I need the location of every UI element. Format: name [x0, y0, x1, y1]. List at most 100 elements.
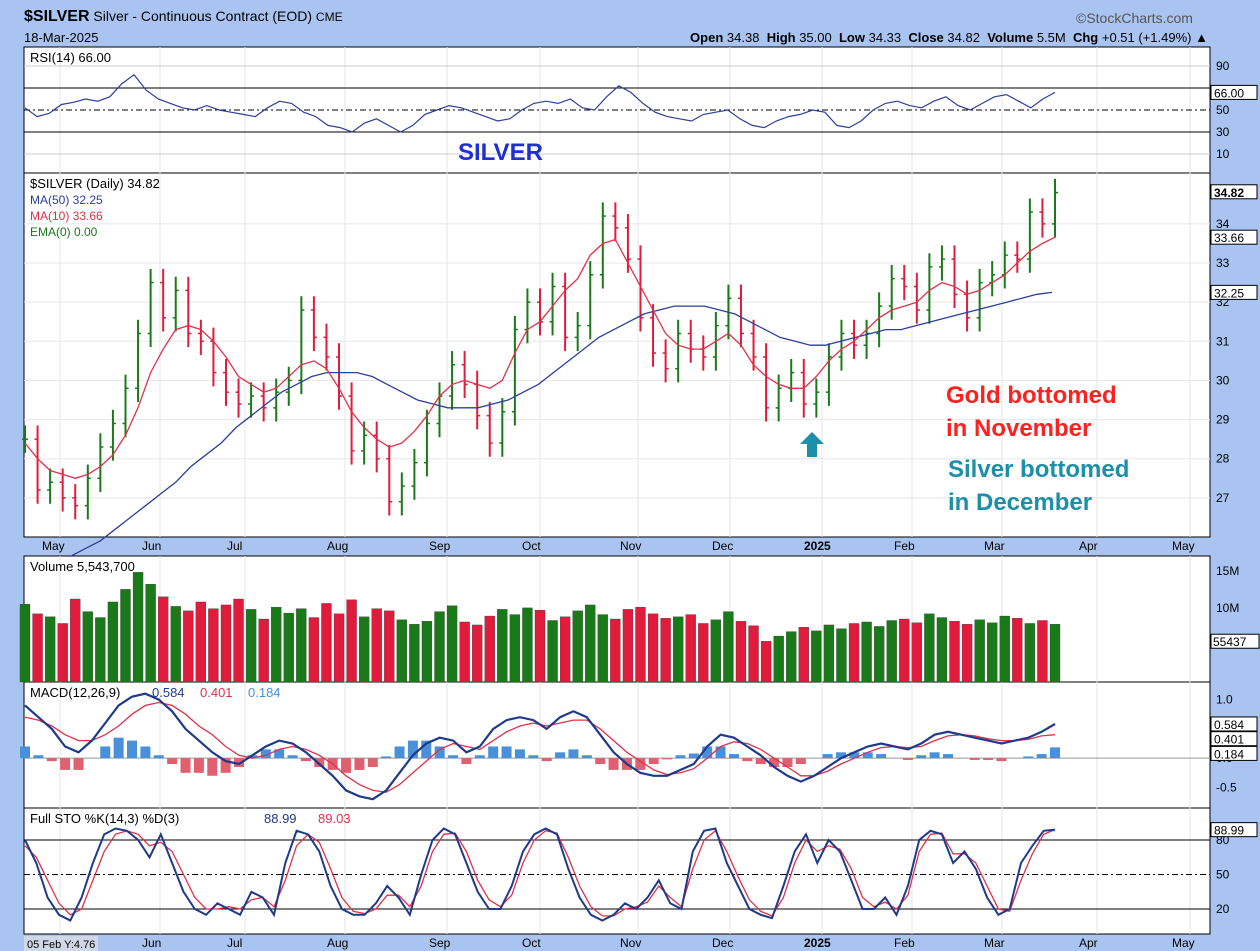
- volume-bar: [987, 622, 998, 683]
- stochastic-panel: [23, 807, 1211, 935]
- macd-hist-bar: [247, 755, 258, 759]
- macd-hist-bar: [795, 758, 806, 765]
- volume-bar: [358, 616, 370, 683]
- macd-hist-bar: [127, 740, 138, 759]
- instrument-name: Silver - Continuous Contract (EOD): [93, 8, 313, 24]
- x-tick-label-bottom: May: [1172, 936, 1195, 950]
- macd-hist-bar: [902, 758, 913, 760]
- chg-value: +0.51 (+1.49%): [1101, 30, 1192, 45]
- macd-legend-name: MACD(12,26,9): [30, 685, 120, 700]
- x-tick-label: 2025: [804, 539, 831, 553]
- volume-bar: [622, 609, 634, 683]
- volume-bar: [534, 609, 546, 683]
- x-tick-label-bottom: Jul: [227, 936, 242, 950]
- macd-hist-bar: [662, 758, 673, 760]
- volume-bar: [308, 617, 320, 683]
- ma50-legend: MA(50) 32.25: [30, 193, 103, 207]
- volume-bar: [95, 617, 106, 683]
- volume-bar: [484, 615, 495, 683]
- macd-hist-bar: [234, 758, 245, 767]
- volume-bar: [120, 589, 131, 683]
- rsi-legend: RSI(14) 66.00: [30, 50, 111, 65]
- price-tick: 28: [1216, 452, 1230, 466]
- volume-bar: [911, 622, 922, 683]
- volume-bar: [434, 611, 445, 683]
- volume-bar: [409, 624, 420, 683]
- macd-last-label: 0.184: [1214, 747, 1244, 761]
- open-label: Open: [690, 30, 724, 45]
- macd-hist-bar: [193, 758, 204, 773]
- volume-bar: [572, 610, 583, 683]
- sto-k-legend-value: 88.99: [264, 811, 297, 826]
- macd-last-box: [1210, 716, 1258, 732]
- ma10-line: [24, 236, 1056, 479]
- sto-d-legend-value: 89.03: [318, 811, 351, 826]
- volume-bar: [660, 618, 671, 683]
- chart-title: $SILVER Silver - Continuous Contract (EO…: [24, 8, 343, 26]
- macd-hist-bar: [341, 758, 352, 773]
- volume-bar: [949, 621, 960, 683]
- macd-hist-bar: [835, 752, 846, 759]
- chart-header: $SILVER Silver - Continuous Contract (EO…: [0, 0, 1260, 46]
- volume-bar: [899, 618, 910, 683]
- volume-bar: [396, 619, 407, 683]
- macd-last-label: 0.401: [1214, 733, 1244, 747]
- macd-hist-bar: [207, 758, 218, 776]
- volume-bar: [170, 606, 181, 683]
- x-tick-label-bottom: Dec: [712, 936, 733, 950]
- macd-hist-bar: [20, 746, 30, 759]
- macd-hist-bar: [260, 749, 271, 759]
- volume-bar: [760, 641, 772, 683]
- x-tick-label: Aug: [327, 539, 348, 553]
- volume-bar: [635, 606, 646, 683]
- sto-d-line: [24, 828, 1056, 917]
- macd-hist-bar: [100, 746, 111, 759]
- price-panel: [23, 172, 1211, 538]
- volume-last-box: [1210, 633, 1260, 649]
- macd-hist-bar: [220, 758, 231, 773]
- volume-series: [19, 572, 1061, 683]
- sto-last-box: [1210, 822, 1258, 838]
- price-legend-main: $SILVER (Daily) 34.82: [30, 176, 160, 191]
- x-tick-label: Feb: [894, 539, 915, 553]
- x-tick-label-bottom: Feb: [894, 936, 915, 950]
- volume-bar: [748, 625, 759, 683]
- price-tick: 27: [1216, 491, 1230, 505]
- rsi-last-box: [1210, 84, 1258, 100]
- price-last-label-ma50: 32.25: [1214, 286, 1244, 300]
- volume-label: Volume: [987, 30, 1034, 45]
- macd-hist-bar: [140, 746, 151, 759]
- volume-bar: [1024, 623, 1036, 683]
- volume-bar: [245, 609, 257, 683]
- sto-tick: 50: [1216, 868, 1230, 882]
- volume-bar: [446, 605, 458, 683]
- macd-last-box: [1210, 731, 1258, 747]
- x-tick-label: Sep: [429, 539, 451, 553]
- macd-hist-bar: [742, 758, 753, 762]
- rsi-last-label: 66.00: [1214, 86, 1244, 100]
- volume-bar: [346, 599, 357, 683]
- volume-bar: [421, 621, 433, 683]
- silver-annotation-line1: Silver bottomed: [948, 456, 1129, 483]
- macd-hist-bar: [501, 746, 512, 759]
- volume-bar: [547, 620, 558, 683]
- volume-bar: [32, 613, 43, 683]
- volume-bar: [848, 623, 860, 683]
- macd-hist-bar: [167, 758, 178, 765]
- x-tick-label: Jun: [142, 539, 161, 553]
- macd-hist-bar: [1023, 756, 1034, 759]
- volume-bar: [195, 601, 207, 683]
- price-last-label-close: 34.82: [1214, 186, 1244, 200]
- rsi-line: [24, 73, 1056, 133]
- volume-bar: [1037, 620, 1048, 683]
- price-tick: 30: [1216, 373, 1230, 387]
- ma50-line: [69, 291, 1053, 558]
- volume-bar: [685, 614, 696, 683]
- volume-bar: [723, 611, 734, 683]
- volume-bar: [698, 623, 709, 683]
- macd-hist-bar: [528, 755, 539, 759]
- macd-hist-bar: [849, 752, 860, 759]
- chart-date: 18-Mar-2025: [24, 30, 99, 45]
- macd-hist-bar: [407, 740, 418, 759]
- x-tick-label-bottom: Sep: [429, 936, 451, 950]
